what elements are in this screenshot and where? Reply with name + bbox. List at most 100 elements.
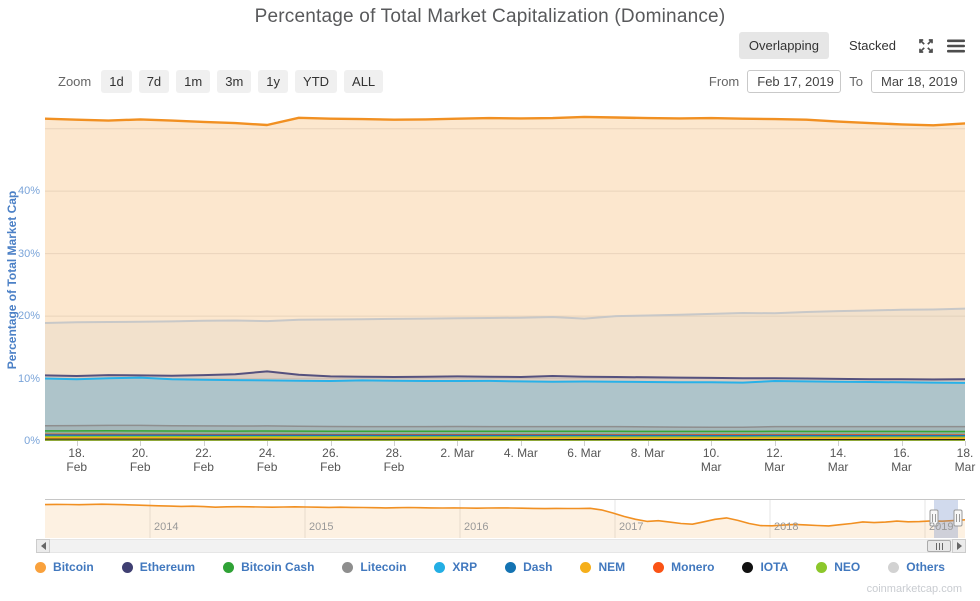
x-tick-label: 4. Mar [503, 446, 538, 460]
horizontal-scrollbar[interactable] [36, 539, 966, 553]
x-tick-label: 8. Mar [630, 446, 665, 460]
others-line [44, 307, 966, 324]
navigator-year-label-2019: 2019 [929, 521, 954, 533]
zoom-button-1y[interactable]: 1y [258, 70, 289, 93]
x-tick-label: 16. Mar [891, 446, 912, 474]
scrollbar-left-arrow[interactable] [36, 539, 50, 553]
x-tick-mark [838, 441, 840, 446]
x-tick-mark [647, 441, 649, 446]
navigator-year-label-2016: 2016 [464, 521, 489, 533]
from-date-input[interactable] [747, 70, 842, 93]
x-tick-label: 10. Mar [700, 446, 722, 474]
legend-marker-icon [742, 561, 754, 573]
x-tick-mark [457, 441, 459, 446]
chart-title: Percentage of Total Market Capitalizatio… [254, 6, 726, 27]
legend-label: Others [906, 560, 945, 574]
zoom-button-1m[interactable]: 1m [176, 70, 211, 93]
y-tick-label-30: 30% [17, 247, 40, 260]
navigator-year-label-2017: 2017 [619, 521, 644, 533]
legend-label: Litecoin [360, 560, 407, 574]
main-chart-svg [43, 115, 967, 442]
x-tick-label: 22. Feb [193, 446, 214, 474]
navigator-line [44, 503, 966, 527]
legend-item-others[interactable]: Others [888, 560, 945, 574]
x-tick-mark [76, 441, 78, 446]
fullscreen-expand-icon[interactable] [916, 36, 936, 56]
zoom-button-1d[interactable]: 1d [101, 70, 132, 93]
legend-marker-icon [816, 561, 828, 573]
scrollbar-thumb[interactable] [927, 540, 951, 552]
legend-item-neo[interactable]: NEO [816, 560, 860, 574]
scrollbar-right-arrow[interactable] [952, 539, 966, 553]
legend-label: NEM [598, 560, 626, 574]
x-tick-label: 18. Feb [66, 446, 88, 474]
bitcoin-area [45, 116, 965, 442]
legend-label: Bitcoin [53, 560, 94, 574]
zoom-button-3m[interactable]: 3m [217, 70, 252, 93]
navigator-right-handle[interactable] [953, 509, 963, 527]
x-tick-label: 20. Feb [129, 446, 151, 474]
from-label: From [708, 74, 740, 89]
y-tick-label-0: 0% [24, 435, 40, 447]
to-date-input[interactable] [871, 70, 965, 93]
legend-item-litecoin[interactable]: Litecoin [342, 560, 406, 574]
stacked-toggle-button[interactable]: Stacked [839, 32, 906, 59]
x-tick-label: 2. Mar [440, 446, 475, 460]
zoom-button-all[interactable]: ALL [344, 70, 384, 93]
legend: Bitcoin Ethereum Bitcoin Cash Litecoin XRP Da… [0, 560, 980, 574]
to-label: To [849, 74, 863, 89]
zoom-button-ytd[interactable]: YTD [295, 70, 338, 93]
x-tick-label: 26. Feb [320, 446, 341, 474]
navigator-area [45, 504, 965, 538]
x-tick-label: 6. Mar [567, 446, 602, 460]
y-axis-title: Percentage of Total Market Cap [5, 190, 19, 370]
ethereum-area [45, 371, 965, 441]
overlapping-toggle-button[interactable]: Overlapping [738, 32, 830, 59]
legend-item-dash[interactable]: Dash [505, 560, 552, 574]
main-plot-area[interactable] [43, 105, 967, 442]
bitcoin-cash-line [44, 430, 966, 433]
legend-item-xrp[interactable]: XRP [434, 560, 477, 574]
legend-item-nem[interactable]: NEM [580, 560, 625, 574]
legend-item-monero[interactable]: Monero [653, 560, 714, 574]
x-tick-mark [203, 441, 205, 446]
xrp-line [44, 376, 966, 384]
legend-item-bitcoin[interactable]: Bitcoin [35, 560, 94, 574]
zoom-button-7d[interactable]: 7d [138, 70, 170, 93]
legend-marker-icon [342, 561, 354, 573]
navigator-year-label-2014: 2014 [154, 521, 179, 533]
y-tick-label-20: 20% [17, 310, 40, 323]
x-tick-mark [520, 441, 522, 446]
legend-marker-icon [505, 561, 517, 573]
legend-marker-icon [223, 561, 235, 573]
x-tick-mark [774, 441, 776, 446]
watermark: coinmarketcap.com [866, 583, 962, 595]
x-tick-mark [267, 441, 269, 446]
legend-item-ethereum[interactable]: Ethereum [121, 560, 195, 574]
legend-item-iota[interactable]: IOTA [742, 560, 788, 574]
litecoin-line [44, 424, 966, 429]
navigator-left-handle[interactable] [929, 509, 939, 527]
x-tick-mark [901, 441, 903, 446]
x-tick-label: 12. Mar [764, 446, 785, 474]
x-tick-label: 28. Feb [383, 446, 405, 474]
dash-line [44, 434, 966, 437]
mode-controls: Overlapping Stacked [738, 32, 966, 59]
navigator-mini-chart[interactable] [44, 499, 966, 538]
navigator-svg [44, 500, 966, 538]
x-tick-mark [330, 441, 332, 446]
legend-label: NEO [834, 560, 861, 574]
context-menu-icon[interactable] [946, 36, 966, 56]
legend-marker-icon [121, 561, 133, 573]
range-selector: Zoom 1d 7d 1m 3m 1y YTD ALL From To [0, 70, 980, 96]
x-tick-mark [711, 441, 713, 446]
zoom-label: Zoom [58, 74, 92, 89]
x-tick-mark [584, 441, 586, 446]
x-tick-label: 18. Mar [954, 446, 976, 474]
x-tick-mark [393, 441, 395, 446]
legend-marker-icon [888, 561, 900, 573]
navigator-year-label-2015: 2015 [309, 521, 334, 533]
xrp-area [45, 377, 965, 441]
legend-item-bitcoin-cash[interactable]: Bitcoin Cash [223, 560, 314, 574]
